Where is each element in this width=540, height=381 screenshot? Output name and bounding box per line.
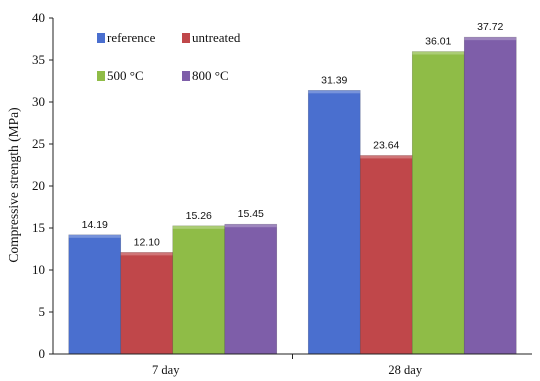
bar-reference-28-day	[307, 90, 361, 355]
legend-swatch	[97, 33, 105, 43]
y-tick-label: 5	[39, 304, 46, 319]
bar-highlight	[464, 37, 517, 41]
x-category-label: 7 day	[152, 363, 180, 377]
bar-highlight	[360, 155, 413, 159]
bar-500-c-28-day	[411, 51, 465, 355]
y-tick-label: 20	[32, 178, 45, 193]
bar-800-c-28-day	[463, 36, 517, 355]
y-axis-ticks: 0 5 10 15 20 25 30 35 40	[32, 10, 53, 361]
bar-highlight	[224, 224, 277, 228]
y-tick-label: 40	[32, 10, 45, 25]
bar-highlight	[172, 225, 225, 229]
bar-highlight	[68, 234, 121, 238]
x-axis-labels: 7 day 28 day	[152, 363, 423, 377]
bar-800-c-7-day	[224, 223, 278, 355]
value-labels: 14.19 12.10 15.26 15.45 31.39 23.64 36.01 37.72	[82, 21, 504, 248]
y-axis-title: Compressive strength (MPa)	[6, 107, 21, 262]
value-label: 12.10	[134, 236, 160, 248]
bar-untreated-28-day	[359, 155, 413, 355]
y-tick-label: 25	[32, 136, 45, 151]
legend-swatch	[182, 71, 190, 81]
x-category-label: 28 day	[388, 363, 422, 377]
value-label: 31.39	[321, 74, 347, 86]
legend-swatch	[182, 33, 190, 43]
bars	[68, 36, 517, 355]
value-label: 36.01	[425, 36, 451, 48]
bar-highlight	[120, 252, 173, 256]
y-tick-label: 15	[32, 220, 45, 235]
y-tick-label: 35	[32, 52, 45, 67]
legend-label: reference	[107, 30, 156, 45]
y-tick-label: 10	[32, 262, 45, 277]
value-label: 23.64	[373, 139, 399, 151]
legend: reference untreated 500 °C 800 °C	[97, 30, 241, 83]
bar-untreated-7-day	[120, 252, 174, 355]
value-label: 15.26	[186, 210, 212, 222]
legend-label: untreated	[192, 30, 241, 45]
bar-500-c-7-day	[172, 225, 226, 355]
bar-reference-7-day	[68, 234, 122, 355]
legend-label: 800 °C	[192, 68, 229, 83]
value-label: 15.45	[238, 208, 264, 220]
legend-swatch	[97, 71, 105, 81]
bar-highlight	[308, 90, 361, 94]
y-tick-label: 30	[32, 94, 45, 109]
value-label: 37.72	[477, 21, 503, 33]
value-label: 14.19	[82, 219, 108, 231]
bar-highlight	[412, 51, 465, 55]
y-tick-label: 0	[39, 346, 46, 361]
legend-label: 500 °C	[107, 68, 144, 83]
